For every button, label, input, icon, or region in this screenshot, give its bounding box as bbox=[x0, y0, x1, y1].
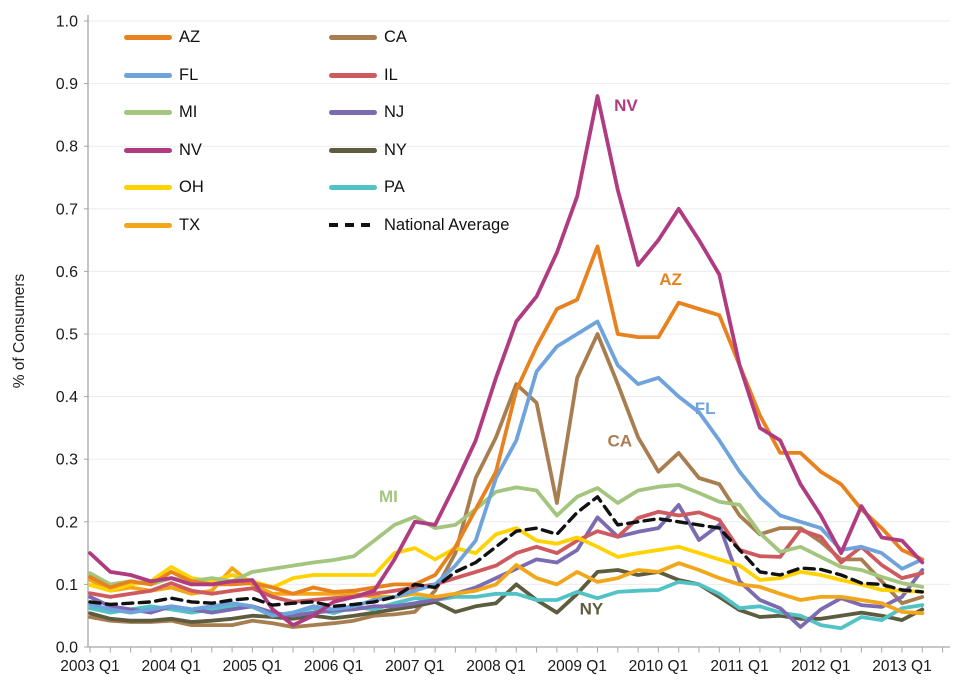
y-tick-label: 0.7 bbox=[56, 201, 78, 218]
legend-item-ca: CA bbox=[329, 19, 509, 57]
series-line-az bbox=[88, 244, 925, 596]
y-tick-label: 0.4 bbox=[56, 389, 78, 406]
legend-label: NY bbox=[384, 140, 407, 159]
legend-label: National Average bbox=[384, 215, 510, 234]
annotation-az: AZ bbox=[659, 270, 682, 289]
legend-swatch-ca bbox=[329, 35, 377, 41]
y-tick-label: 0.2 bbox=[56, 514, 78, 531]
legend-swatch-fl bbox=[124, 72, 172, 78]
axis-lines bbox=[87, 15, 950, 648]
legend-item-tx: TX bbox=[124, 207, 329, 245]
x-tick-label: 2013 Q1 bbox=[872, 658, 931, 675]
series-line-oh bbox=[88, 526, 925, 594]
y-tick-label: 0.8 bbox=[56, 139, 78, 156]
y-tick-label: 0.5 bbox=[56, 327, 78, 344]
legend-swatch-national-average bbox=[329, 223, 377, 228]
annotation-ca: CA bbox=[608, 432, 633, 451]
legend-label: IL bbox=[384, 65, 398, 84]
x-tick-label: 2003 Q1 bbox=[60, 658, 119, 675]
x-tick-label: 2008 Q1 bbox=[466, 658, 525, 675]
legend-column: CA IL NJ NY PA National Average bbox=[329, 19, 509, 244]
legend-label: NV bbox=[179, 140, 202, 159]
legend-item-nv: NV bbox=[124, 132, 329, 170]
legend-item-nj: NJ bbox=[329, 94, 509, 132]
legend-swatch-oh bbox=[124, 185, 172, 191]
legend-label: PA bbox=[384, 178, 405, 197]
legend-swatch-ny bbox=[329, 147, 377, 153]
legend-item-ny: NY bbox=[329, 132, 509, 170]
legend-column: AZ FL MI NV OH TX bbox=[124, 19, 329, 244]
legend: AZ FL MI NV OH TX CA IL NJ NY PA National Average bbox=[124, 19, 509, 244]
legend-swatch-nj bbox=[329, 110, 377, 116]
legend-swatch-tx bbox=[124, 222, 172, 228]
legend-item-national-average: National Average bbox=[329, 207, 509, 245]
legend-item-mi: MI bbox=[124, 94, 329, 132]
legend-swatch-pa bbox=[329, 185, 377, 191]
legend-swatch-az bbox=[124, 35, 172, 41]
y-tick-label: 0.3 bbox=[56, 452, 78, 469]
legend-label: MI bbox=[179, 103, 198, 122]
legend-item-pa: PA bbox=[329, 169, 509, 207]
y-axis-title: % of Consumers bbox=[11, 273, 28, 389]
x-tick-label: 2011 Q1 bbox=[710, 658, 768, 675]
y-tick-label: 0.6 bbox=[56, 264, 78, 281]
annotation-fl: FL bbox=[695, 399, 716, 418]
x-tick-label: 2010 Q1 bbox=[629, 658, 688, 675]
x-tick-label: 2004 Q1 bbox=[141, 658, 200, 675]
y-tick-label: 0.1 bbox=[56, 577, 78, 594]
legend-item-oh: OH bbox=[124, 169, 329, 207]
series-line-nv bbox=[88, 94, 925, 627]
legend-swatch-mi bbox=[124, 110, 172, 116]
legend-swatch-il bbox=[329, 72, 377, 78]
annotation-nv: NV bbox=[614, 96, 638, 115]
x-tick-label: 2007 Q1 bbox=[385, 658, 444, 675]
legend-label: CA bbox=[384, 28, 407, 47]
series-line-ca bbox=[88, 332, 925, 629]
y-tick-label: 0.0 bbox=[56, 640, 78, 657]
x-tick-label: 2009 Q1 bbox=[547, 658, 606, 675]
x-tick-label: 2005 Q1 bbox=[223, 658, 282, 675]
legend-label: FL bbox=[179, 65, 199, 84]
series-line-fl bbox=[88, 319, 925, 618]
legend-item-il: IL bbox=[329, 57, 509, 95]
legend-item-fl: FL bbox=[124, 57, 329, 95]
x-tick-label: 2012 Q1 bbox=[791, 658, 850, 675]
legend-label: AZ bbox=[179, 28, 201, 47]
annotation-ny: NY bbox=[580, 599, 604, 618]
legend-label: OH bbox=[179, 178, 204, 197]
series-line-national-average bbox=[88, 495, 924, 608]
legend-swatch-nv bbox=[124, 147, 172, 153]
x-tick-label: 2006 Q1 bbox=[304, 658, 363, 675]
legend-label: NJ bbox=[384, 103, 405, 122]
legend-label: TX bbox=[179, 215, 201, 234]
annotation-mi: MI bbox=[379, 487, 398, 506]
y-tick-label: 0.9 bbox=[56, 76, 78, 93]
y-tick-label: 1.0 bbox=[56, 14, 78, 31]
series-line-tx bbox=[88, 561, 925, 616]
legend-item-az: AZ bbox=[124, 19, 329, 57]
